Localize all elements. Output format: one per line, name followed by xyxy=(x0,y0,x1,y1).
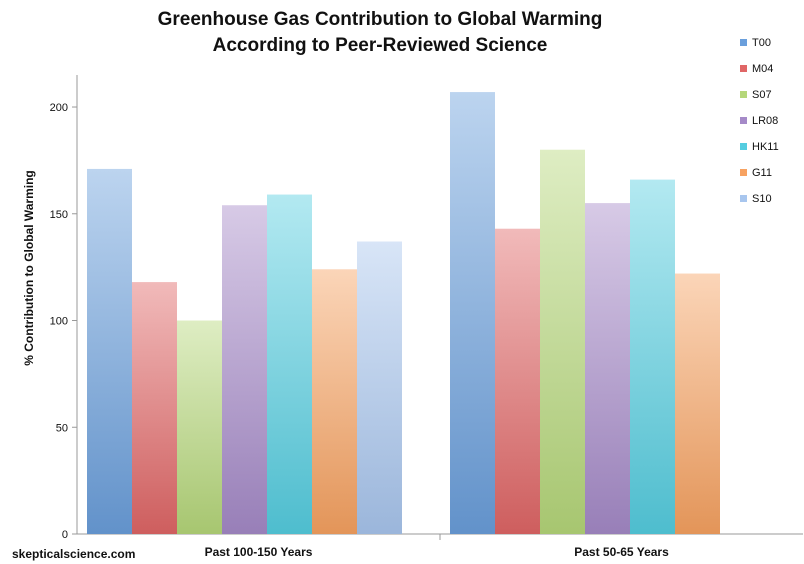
bar-t00-2 xyxy=(450,92,495,534)
legend: T00 M04 S07 LR08 HK11 G11 S10 xyxy=(740,37,779,205)
legend-swatch-s07 xyxy=(740,91,747,98)
bars xyxy=(87,92,720,535)
category-labels: Past 100-150 Years Past 50-65 Years xyxy=(205,545,670,559)
chart-title-line-2: According to Peer-Reviewed Science xyxy=(213,35,548,56)
bar-s10-1 xyxy=(357,241,402,534)
bar-lr08-1 xyxy=(222,205,267,534)
legend-label-m04: M04 xyxy=(752,63,773,75)
legend-swatch-s10 xyxy=(740,195,747,202)
y-axis-label: % Contribution to Global Warming xyxy=(22,170,36,366)
legend-swatch-hk11 xyxy=(740,143,747,150)
legend-label-s10: S10 xyxy=(752,193,772,205)
legend-label-s07: S07 xyxy=(752,89,772,101)
legend-swatch-g11 xyxy=(740,169,747,176)
x-category-label: Past 100-150 Years xyxy=(205,545,313,559)
bar-g11-2 xyxy=(675,273,720,534)
legend-swatch-lr08 xyxy=(740,117,747,124)
y-tick-label: 150 xyxy=(50,209,68,221)
bar-t00-1 xyxy=(87,168,132,535)
bar-hk11-1 xyxy=(267,194,312,535)
bar-s07-2 xyxy=(540,149,585,534)
legend-label-t00: T00 xyxy=(752,37,771,49)
legend-swatch-m04 xyxy=(740,65,747,72)
y-tick-label: 0 xyxy=(62,529,68,541)
legend-label-hk11: HK11 xyxy=(752,141,779,153)
bar-hk11-2 xyxy=(630,179,675,534)
y-tick-label: 50 xyxy=(56,422,68,434)
legend-label-lr08: LR08 xyxy=(752,115,778,127)
y-tick-label: 100 xyxy=(50,316,68,328)
bar-m04-1 xyxy=(132,282,177,534)
legend-label-g11: G11 xyxy=(752,167,772,179)
x-category-label: Past 50-65 Years xyxy=(574,545,669,559)
bar-lr08-2 xyxy=(585,203,630,534)
chart-title-line-1: Greenhouse Gas Contribution to Global Wa… xyxy=(158,9,603,30)
bar-g11-1 xyxy=(312,269,357,534)
bar-m04-2 xyxy=(495,228,540,535)
legend-swatch-t00 xyxy=(740,39,747,46)
y-tick-label: 200 xyxy=(50,102,68,114)
bar-s07-1 xyxy=(177,320,222,534)
source-label: skepticalscience.com xyxy=(12,547,135,561)
